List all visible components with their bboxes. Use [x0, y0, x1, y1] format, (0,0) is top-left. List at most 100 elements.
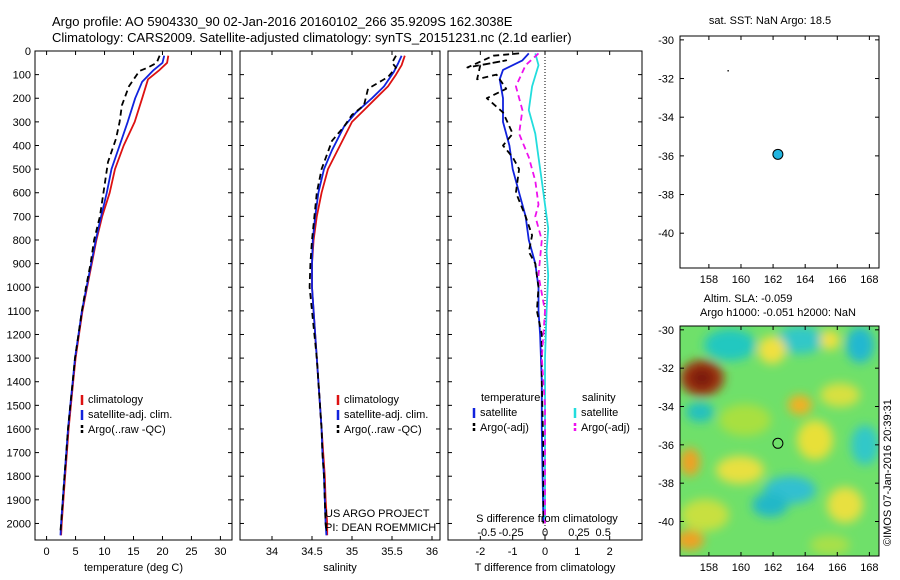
temp-x-tick-label: 25	[185, 546, 197, 558]
depth-tick-label: 1900	[7, 495, 31, 507]
sla-y-tick-label: -32	[658, 363, 674, 375]
sal-frame	[239, 50, 441, 541]
sst-x-tick-label: 158	[700, 274, 718, 286]
sal-series-line	[311, 55, 406, 536]
diff-series-line	[527, 53, 550, 524]
sla-y-tick-label: -38	[658, 478, 674, 490]
imos-credit: ©IMOS 07-Jan-2016 20:39:31	[882, 399, 894, 546]
depth-tick-label: 400	[13, 140, 31, 152]
depth-tick-label: 700	[13, 211, 31, 223]
s-tick-label: 0	[542, 527, 548, 539]
depth-tick-label: 0	[25, 46, 31, 58]
sla-map-panel: 158 160 162 164 166 168 -30 -32 -34 -36 -38 -40	[658, 325, 880, 574]
diff-x-tick-label: 0	[542, 546, 548, 558]
legend-title-temperature: temperature	[481, 392, 540, 404]
depth-tick-label: 1500	[7, 400, 31, 412]
sst-y-tick-label: -32	[658, 74, 674, 86]
sla-map-title-2: Argo h1000: -0.051 h2000: NaN	[700, 307, 856, 319]
temp-x-tick-label: 0	[44, 546, 50, 558]
sla-heatmap-field	[680, 326, 879, 556]
sal-x-tick-label: 34.5	[301, 546, 322, 558]
sla-y-tick-label: -36	[658, 440, 674, 452]
temp-x-tick-label: 20	[156, 546, 168, 558]
temp-x-tick-label: 30	[214, 546, 226, 558]
sal-xlabel: salinity	[323, 562, 357, 574]
diff-series-line	[466, 52, 545, 524]
sal-series-line	[311, 55, 403, 536]
temp-x-tick-label: 5	[72, 546, 78, 558]
sal-x-tick-label: 35.5	[381, 546, 402, 558]
depth-tick-label: 600	[13, 188, 31, 200]
salinity-profile-panel: 34 34.5 35 35.5 36 salinity climatology satelli…	[239, 50, 441, 574]
sla-x-tick-label: 164	[796, 562, 814, 574]
temperature-profile-panel: 0100200300400500600700800900100011001200…	[7, 46, 233, 574]
sla-map-title-1: Altim. SLA: -0.059	[704, 293, 793, 305]
depth-tick-label: 2000	[7, 518, 31, 530]
sst-map-panel: 158 160 162 164 166 168 -30 -32 -34 -36 -38 -40	[658, 35, 880, 286]
sal-x-tick-label: 34	[266, 546, 278, 558]
diff-t-legend-label: satellite	[480, 407, 517, 419]
temp-legend-label: satellite-adj. clim.	[88, 409, 172, 421]
sst-y-tick-label: -38	[658, 190, 674, 202]
temp-x-tick-label: 10	[98, 546, 110, 558]
sla-x-tick-label: 162	[764, 562, 782, 574]
diff-x-tick-label: 1	[574, 546, 580, 558]
sst-y-tick-label: -40	[658, 228, 674, 240]
diff-t-legend-label: Argo(-adj)	[480, 422, 529, 434]
sst-y-tick-label: -30	[658, 35, 674, 47]
s-diff-label: S difference from climatology	[476, 513, 618, 525]
depth-tick-label: 200	[13, 93, 31, 105]
header-line-1: Argo profile: AO 5904330_90 02-Jan-2016 …	[52, 14, 513, 29]
sla-frame	[679, 325, 880, 557]
temp-legend-label: Argo(..raw -QC)	[88, 424, 166, 436]
temp-legend-label: climatology	[88, 394, 144, 406]
diff-x-tick-label: -2	[475, 546, 485, 558]
legend-title-salinity: salinity	[582, 392, 616, 404]
sal-legend-label: climatology	[344, 394, 400, 406]
diff-x-tick-label: 2	[607, 546, 613, 558]
project-label: US ARGO PROJECT	[325, 508, 430, 520]
sst-y-tick-label: -36	[658, 151, 674, 163]
diff-xlabel: T difference from climatology	[475, 562, 616, 574]
sla-y-tick-label: -34	[658, 402, 674, 414]
depth-tick-label: 500	[13, 164, 31, 176]
depth-tick-label: 1800	[7, 471, 31, 483]
difference-profile-panel: -2 -1 0 1 2 T difference from climatology -0.5…	[447, 50, 643, 574]
depth-tick-label: 100	[13, 70, 31, 82]
sal-x-tick-label: 36	[426, 546, 438, 558]
sla-y-tick-label: -30	[658, 325, 674, 337]
diff-s-legend-label: satellite	[581, 407, 618, 419]
pi-label: PI: DEAN ROEMMICH	[325, 522, 436, 534]
sst-map-title: sat. SST: NaN Argo: 18.5	[709, 15, 831, 27]
temp-xlabel: temperature (deg C)	[84, 562, 183, 574]
coast-speck	[727, 70, 729, 72]
sal-series-line	[308, 55, 397, 531]
sst-x-tick-label: 162	[764, 274, 782, 286]
header-line-2: Climatology: CARS2009. Satellite-adjuste…	[52, 30, 572, 45]
temp-series-line	[59, 55, 161, 531]
float-position-marker	[772, 148, 784, 160]
sst-x-tick-label: 160	[732, 274, 750, 286]
float-position-marker	[772, 437, 784, 449]
sla-y-tick-label: -40	[658, 517, 674, 529]
diff-series-line	[498, 52, 545, 524]
depth-tick-label: 900	[13, 259, 31, 271]
sal-x-tick-label: 35	[346, 546, 358, 558]
sst-x-tick-label: 166	[828, 274, 846, 286]
sst-x-tick-label: 164	[796, 274, 814, 286]
diff-x-tick-label: -1	[508, 546, 518, 558]
temp-series-line	[59, 55, 166, 536]
temp-series-line	[60, 55, 170, 536]
s-tick-label: -0.5	[477, 527, 496, 539]
temp-x-tick-label: 15	[127, 546, 139, 558]
depth-tick-label: 1200	[7, 329, 31, 341]
diff-series-line	[515, 52, 546, 524]
depth-tick-label: 1100	[7, 306, 31, 318]
sla-x-tick-label: 168	[860, 562, 878, 574]
sla-x-tick-label: 166	[828, 562, 846, 574]
depth-tick-label: 800	[13, 235, 31, 247]
depth-tick-label: 1400	[7, 377, 31, 389]
s-tick-label: 0.5	[596, 527, 611, 539]
depth-tick-label: 300	[13, 117, 31, 129]
sla-x-tick-label: 158	[700, 562, 718, 574]
